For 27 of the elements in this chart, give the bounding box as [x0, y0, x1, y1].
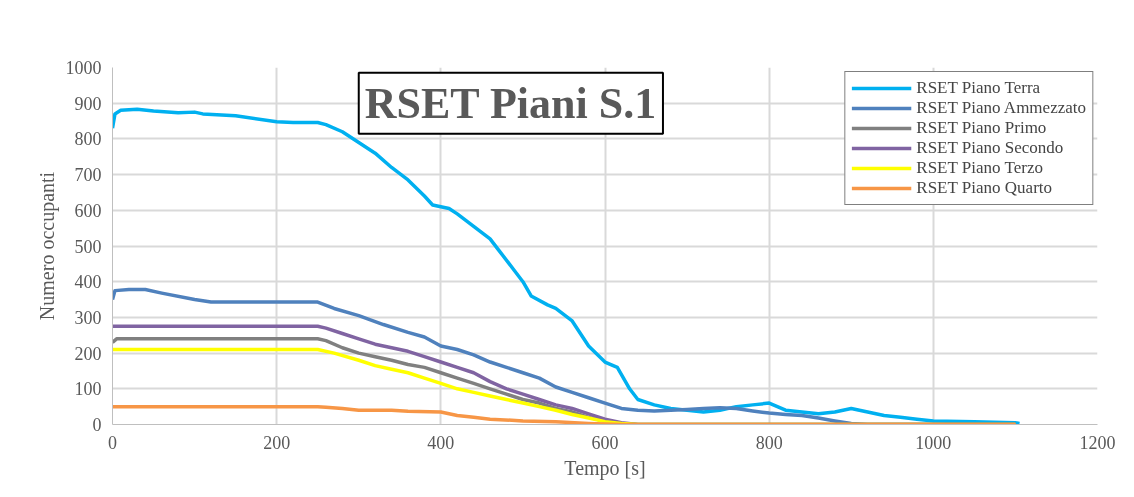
y-tick-label: 400 [74, 272, 102, 293]
y-tick-label: 300 [74, 307, 102, 328]
legend-label: RSET Piano Ammezzato [916, 98, 1086, 118]
y-tick-label: 900 [74, 93, 102, 114]
y-tick-label: 600 [74, 200, 102, 221]
x-tick-label: 800 [755, 432, 783, 453]
x-tick-label: 400 [427, 432, 455, 453]
y-tick-label: 100 [74, 379, 102, 400]
y-axis-title: Numero occupanti [35, 171, 59, 321]
x-tick-label: 0 [108, 432, 117, 453]
legend-label: RSET Piano Primo [916, 118, 1047, 138]
x-tick-label: 600 [591, 432, 619, 453]
y-tick-label: 700 [74, 165, 102, 186]
y-tick-label: 500 [74, 236, 102, 257]
y-tick-label: 0 [92, 415, 102, 435]
x-tick-label: 1000 [915, 432, 952, 453]
y-tick-label: 1000 [65, 58, 102, 78]
legend-label: RSET Piano Terra [916, 78, 1041, 98]
y-tick-label: 200 [74, 343, 102, 364]
chart-title: RSET Piani S.1 [364, 78, 657, 128]
y-tick-label: 800 [74, 129, 102, 150]
x-axis-title: Tempo [s] [564, 456, 646, 480]
legend-label: RSET Piano Secondo [916, 138, 1064, 158]
legend-label: RSET Piano Quarto [916, 178, 1053, 198]
x-tick-label: 1200 [1079, 432, 1116, 453]
x-tick-label: 200 [263, 432, 291, 453]
legend-label: RSET Piano Terzo [916, 158, 1043, 178]
